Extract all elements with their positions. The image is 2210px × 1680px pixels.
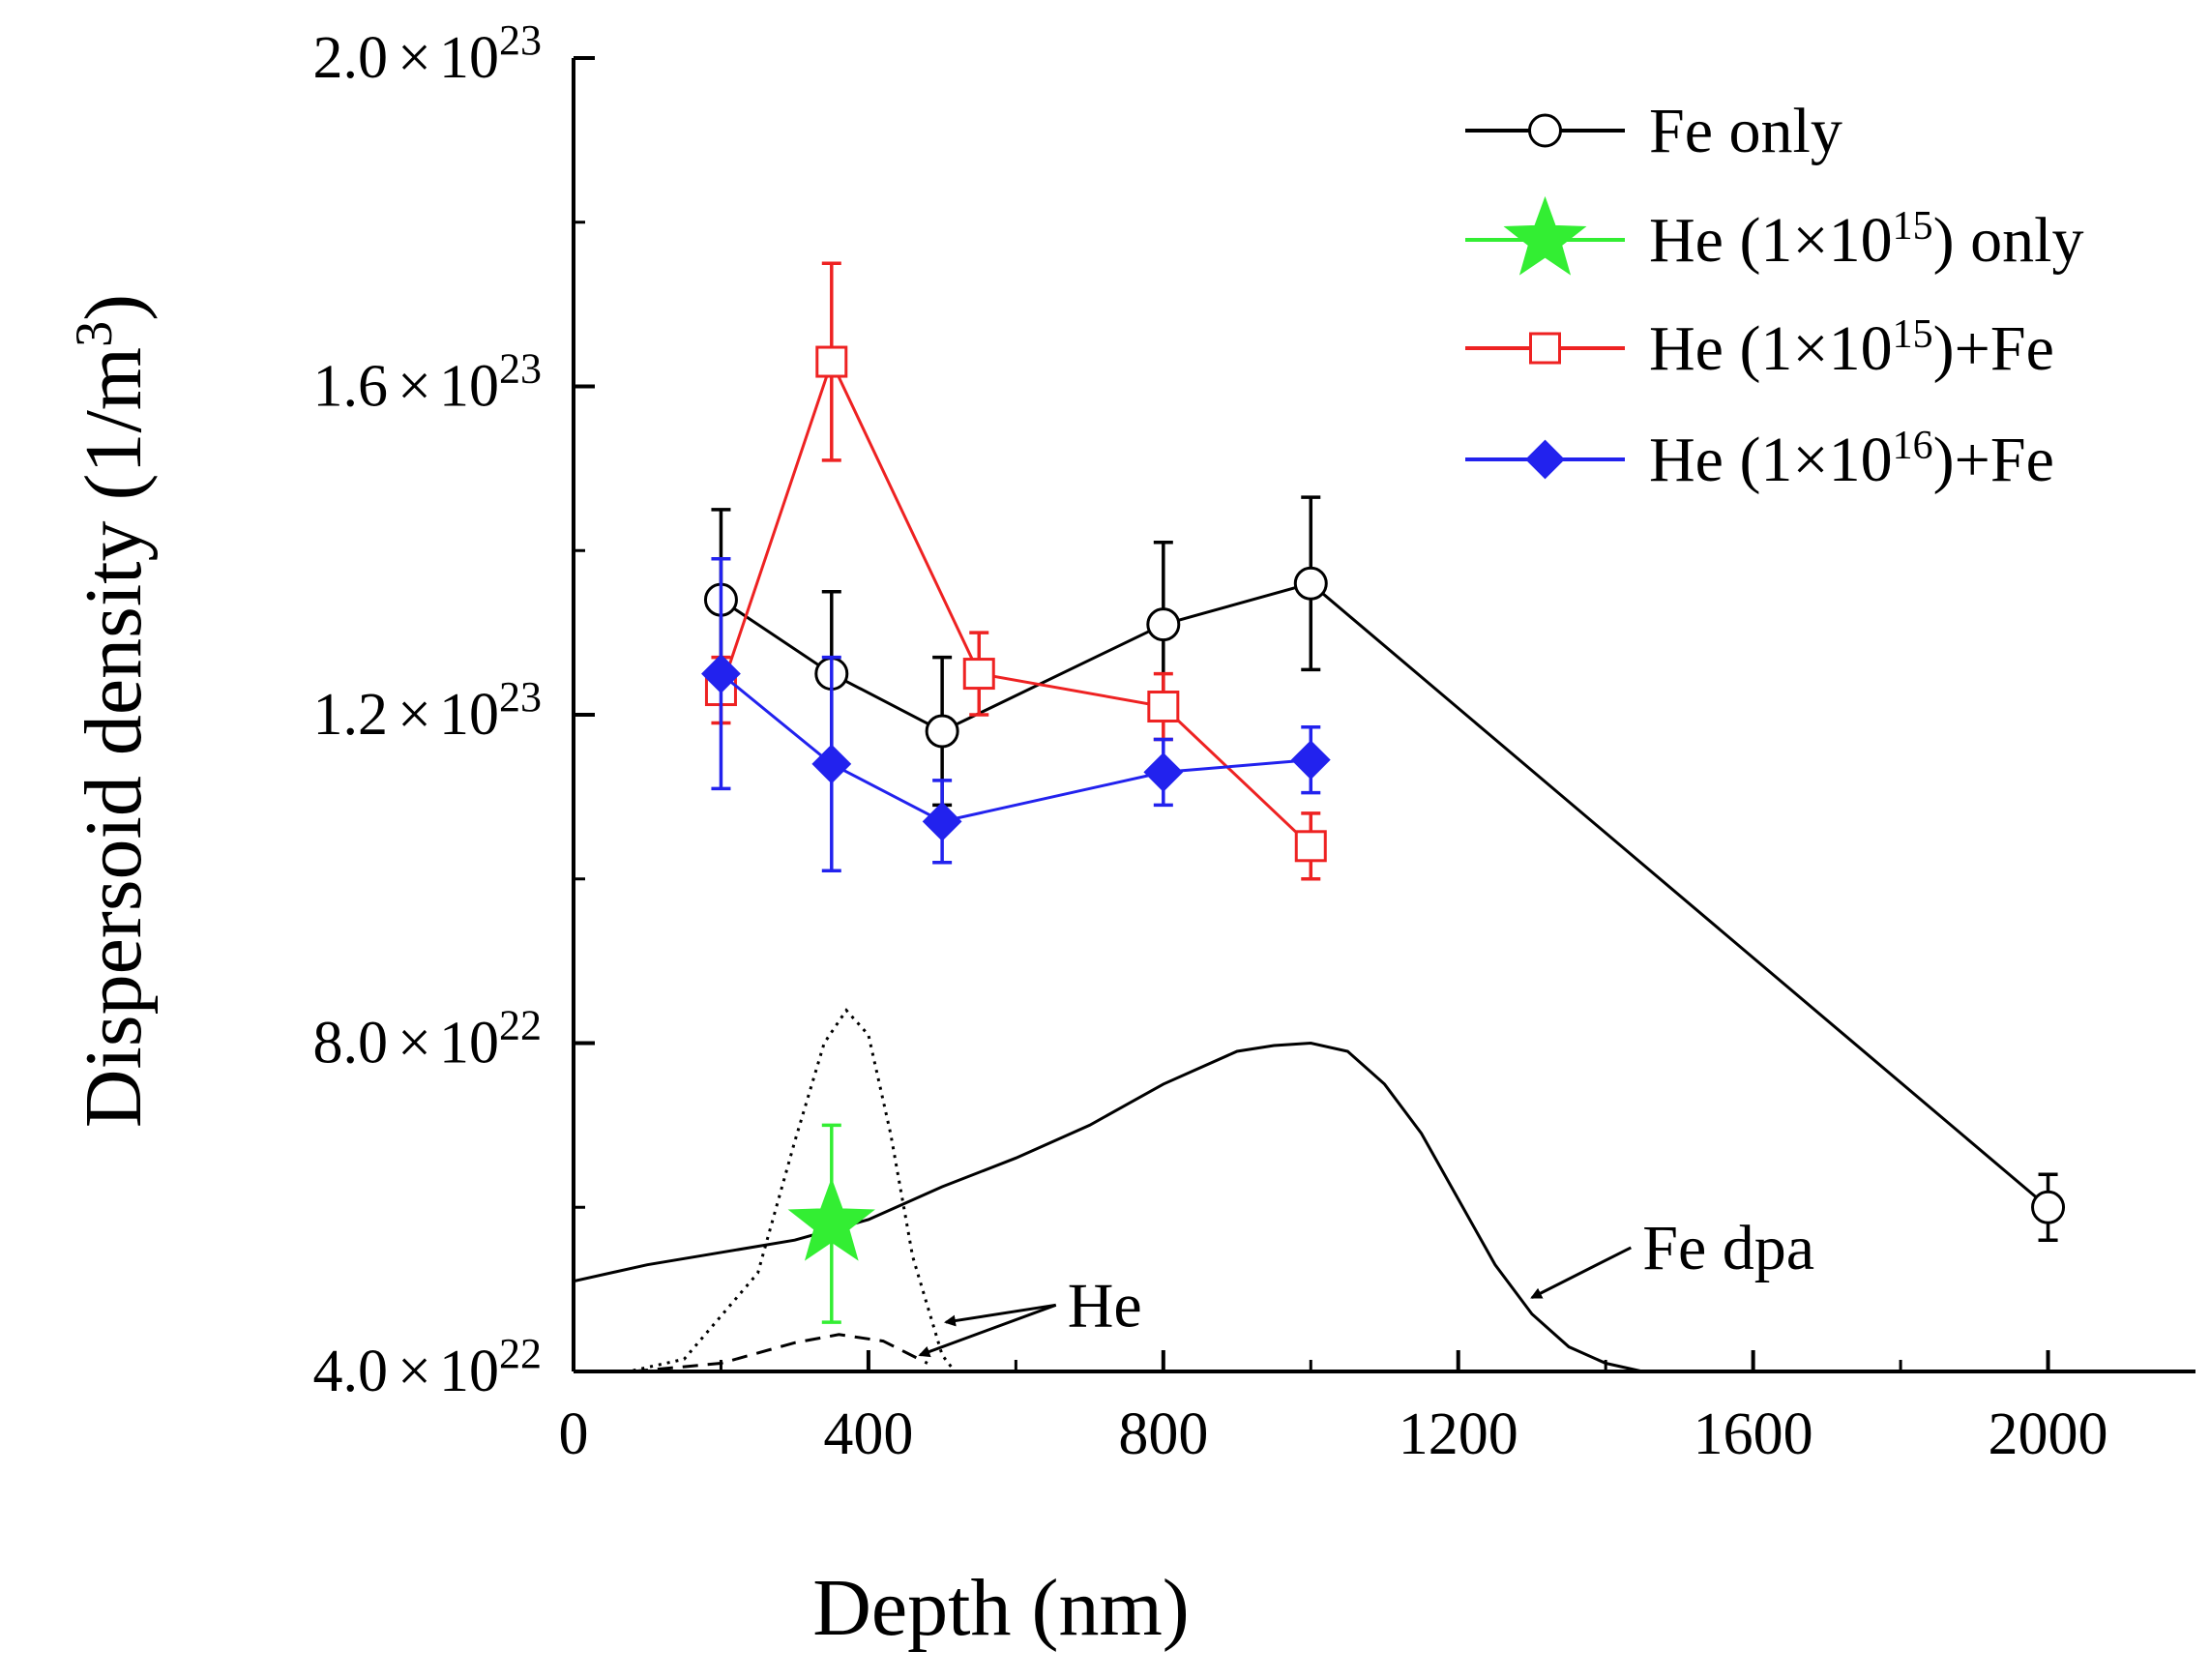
legend-label: Fe only: [1649, 96, 1842, 166]
data-point: [1290, 740, 1331, 781]
series-1: [787, 1123, 875, 1324]
fe-dpa-arrow: [1530, 1246, 1632, 1299]
x-tick-label: 2000: [1989, 1401, 2108, 1467]
legend-label-suffix: )+Fe: [1933, 425, 2054, 495]
x-tick-label: 1600: [1694, 1401, 1813, 1467]
data-point: [787, 1177, 875, 1261]
data-point: [815, 345, 848, 378]
legend-label-exponent: 15: [1893, 312, 1933, 357]
he-arrow-lower: [918, 1303, 1057, 1358]
legend-entry: He (1×1015) only: [1465, 195, 2084, 276]
annotation-label: He: [1068, 1270, 1142, 1341]
y-tick-mantissa: 1.6: [313, 354, 389, 420]
series-line: [720, 581, 2049, 1209]
legend-label-main: He (1×10: [1649, 425, 1893, 495]
y-tick-exponent: 22: [499, 1001, 542, 1048]
legend-label-exponent: 16: [1893, 424, 1933, 468]
legend-label-main: He (1×10: [1649, 313, 1893, 384]
x-axis-title: Depth (nm): [812, 1563, 1190, 1653]
data-point: [1294, 830, 1327, 863]
y-axis-title-exponent: 3: [65, 321, 123, 347]
y-tick-times: ×: [398, 682, 431, 748]
legend-entry: He (1×1016)+Fe: [1465, 424, 2054, 495]
y-tick-label: 8.0 × 1022: [313, 1001, 542, 1076]
y-axis-title-close: ): [69, 294, 159, 321]
y-tick-exponent: 22: [499, 1330, 542, 1377]
legend-marker: [1528, 113, 1562, 148]
legend-marker: [1503, 195, 1587, 276]
y-tick-times: ×: [398, 354, 431, 420]
legend-label-exponent: 15: [1893, 204, 1933, 249]
y-tick-times: ×: [398, 25, 431, 91]
y-tick-exponent: 23: [499, 344, 542, 392]
data-point: [1143, 752, 1184, 792]
y-tick-label: 2.0 × 1023: [313, 16, 542, 92]
annotations: He Fe dpa: [918, 1213, 1814, 1358]
data-point: [1293, 566, 1328, 601]
series-line: [720, 358, 1312, 847]
legend-label-suffix: )+Fe: [1933, 313, 2054, 384]
series-0: [703, 495, 2066, 1242]
data-point: [701, 654, 741, 693]
y-tick-mantissa: 1.2: [313, 682, 389, 748]
legend-label: He (1×1015) only: [1649, 204, 2084, 276]
legend-marker: [1525, 439, 1565, 480]
x-tick-label: 0: [559, 1401, 589, 1467]
y-tick-label: 1.6 × 1023: [313, 344, 542, 420]
legend-label-main: Fe only: [1649, 96, 1842, 166]
y-tick-mantissa: 2.0: [313, 25, 389, 91]
data-point: [922, 801, 962, 841]
annotation-label: Fe dpa: [1642, 1213, 1814, 1283]
y-tick-mantissa: 8.0: [313, 1011, 389, 1076]
data-point: [2031, 1190, 2066, 1224]
legend-entry: Fe only: [1465, 96, 1842, 166]
legend-label: He (1×1015)+Fe: [1649, 312, 2054, 384]
profile-he-dotted: [622, 1008, 958, 1371]
y-tick-exponent: 23: [499, 16, 542, 64]
data-point: [1146, 607, 1181, 642]
data-point: [925, 714, 959, 749]
y-tick-label: 4.0 × 1022: [313, 1330, 542, 1405]
series-3: [701, 556, 1331, 873]
legend-marker: [1529, 332, 1561, 365]
y-tick-base: 10: [439, 25, 499, 91]
y-tick-label: 1.2 × 1023: [313, 673, 542, 749]
legend-label-suffix: ) only: [1933, 205, 2084, 276]
profile-he-dashed: [632, 1333, 928, 1371]
y-axis-title-main: Dispersoid density (1/m: [69, 347, 159, 1128]
he-arrow-upper: [943, 1303, 1056, 1327]
data-series: [701, 261, 2066, 1324]
legend-entry: He (1×1015)+Fe: [1465, 312, 2054, 384]
data-point: [811, 744, 852, 784]
x-tick-label: 1200: [1399, 1401, 1518, 1467]
data-point: [962, 658, 995, 691]
y-tick-mantissa: 4.0: [313, 1339, 389, 1404]
x-tick-label: 400: [823, 1401, 913, 1467]
y-tick-base: 10: [439, 1339, 499, 1404]
series-2: [704, 261, 1327, 881]
y-tick-base: 10: [439, 682, 499, 748]
y-tick-times: ×: [398, 1339, 431, 1404]
y-tick-base: 10: [439, 1011, 499, 1076]
y-tick-exponent: 23: [499, 673, 542, 721]
legend-label-main: He (1×10: [1649, 205, 1893, 276]
y-tick-times: ×: [398, 1011, 431, 1076]
y-tick-base: 10: [439, 354, 499, 420]
legend-label: He (1×1016)+Fe: [1649, 424, 2054, 495]
data-point: [1147, 691, 1180, 723]
x-tick-label: 800: [1118, 1401, 1208, 1467]
y-axis-title: Dispersoid density (1/m3): [65, 294, 159, 1128]
